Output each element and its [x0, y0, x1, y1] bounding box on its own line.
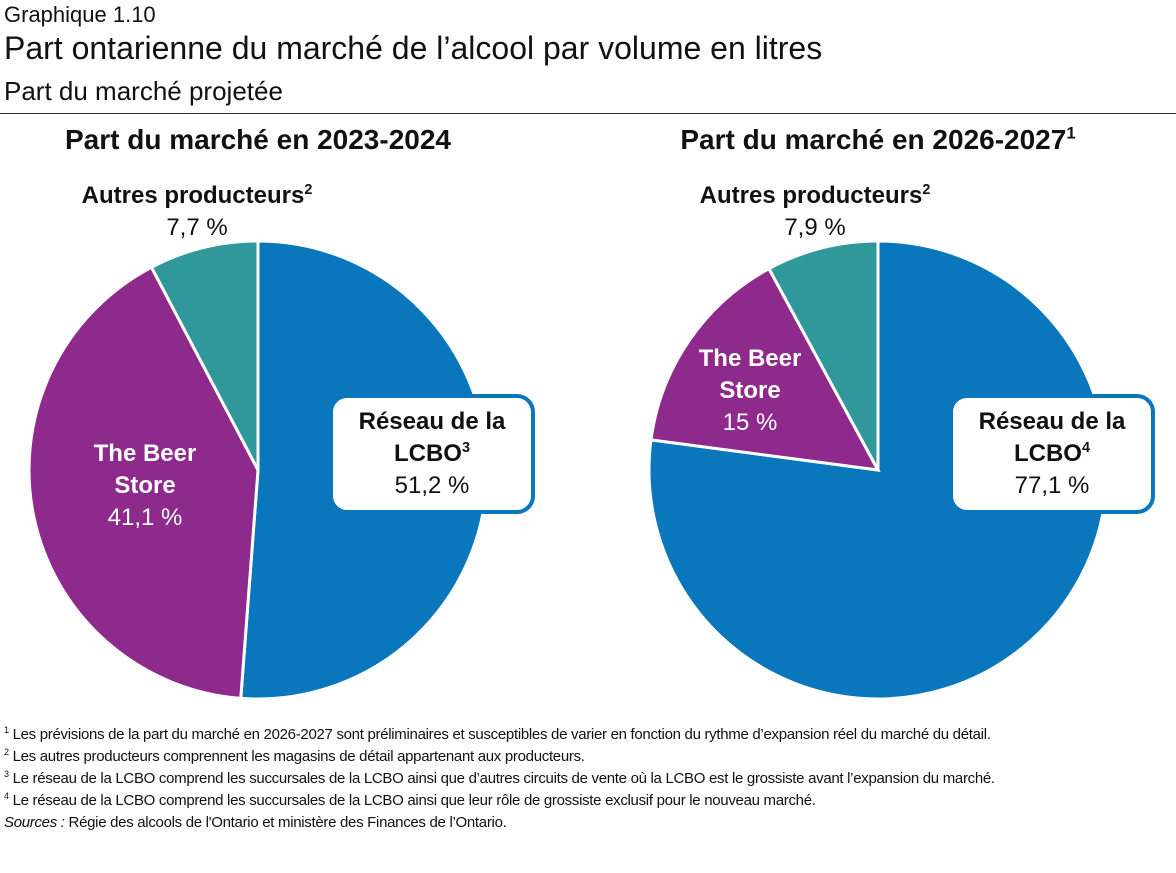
footnote-mark: 2: [922, 182, 931, 198]
category-name: Réseau de la LCBO: [358, 408, 506, 467]
category-label: Autres producteurs2: [37, 180, 357, 212]
pie-title-text: Part du marché en 2023-2024: [65, 124, 451, 155]
footnote: 2 Les autres producteurs comprennent les…: [4, 746, 1174, 768]
value-label: 7,9 %: [784, 214, 846, 241]
category-name: Autres producteurs: [699, 182, 923, 209]
footnote-mark: 3: [461, 440, 470, 456]
category-name: The Beer Store: [698, 345, 802, 404]
rule: [0, 113, 1176, 114]
pie-title-text: Part du marché en 2026-2027: [680, 124, 1067, 155]
slice-label: Réseau de la LCBO3 51,2 %: [329, 394, 535, 514]
category-label: The Beer Store: [80, 438, 210, 502]
slice-label: Réseau de la LCBO4 77,1 %: [949, 394, 1155, 514]
footnote-mark: 3: [4, 769, 9, 779]
pie-slice: [149, 239, 260, 471]
category-name: The Beer Store: [93, 440, 197, 499]
slice-label: Autres producteurs2 7,7 %: [37, 180, 357, 244]
value-label: 7,7 %: [166, 214, 228, 241]
footnote: 3 Le réseau de la LCBO comprend les succ…: [4, 768, 1174, 790]
value-label: 15 %: [722, 409, 778, 436]
category-label: Autres producteurs2: [655, 180, 975, 212]
footnote-text: Les prévisions de la part du marché en 2…: [12, 726, 991, 743]
pie-slice: [27, 265, 260, 700]
footnote: 4 Le réseau de la LCBO comprend les succ…: [4, 790, 1174, 812]
footnote-text: Le réseau de la LCBO comprend les succur…: [12, 770, 996, 787]
footnote-mark: 2: [304, 182, 313, 198]
pie-title: Part du marché en 2023-2024: [65, 124, 451, 156]
value-label: 77,1 %: [1014, 472, 1090, 499]
category-label: The Beer Store: [685, 343, 815, 407]
pie-title: Part du marché en 2026-20271: [680, 124, 1075, 156]
sources-text: Régie des alcools de l'Ontario et minist…: [68, 814, 507, 831]
value-label: 51,2 %: [394, 472, 470, 499]
category-name: Autres producteurs: [81, 182, 305, 209]
footnote-text: Le réseau de la LCBO comprend les succur…: [12, 792, 816, 809]
footnote-mark: 1: [4, 725, 9, 735]
subtitle: Part du marché projetée: [4, 76, 283, 106]
category-label: Réseau de la LCBO3: [347, 406, 517, 470]
title: Part ontarienne du marché de l’alcool pa…: [4, 30, 823, 66]
pie-slice: [766, 239, 880, 471]
sources: Sources : Régie des alcools de l'Ontario…: [4, 812, 1174, 834]
footnote-mark: 2: [4, 747, 9, 757]
footnote-mark: 4: [1081, 440, 1090, 456]
category-name: Réseau de la LCBO: [978, 408, 1126, 467]
value-label: 41,1 %: [107, 504, 183, 531]
footnote-text: Les autres producteurs comprennent les m…: [12, 748, 585, 765]
pie-slice: [649, 266, 881, 472]
category-label: Réseau de la LCBO4: [967, 406, 1137, 470]
slice-label: The Beer Store 41,1 %: [80, 438, 210, 534]
footnote: 1 Les prévisions de la part du marché en…: [4, 724, 1174, 746]
pies: [27, 239, 1109, 701]
footnote-mark: 1: [1066, 123, 1076, 143]
chart-label: Graphique 1.10: [4, 2, 156, 27]
footnote-mark: 4: [4, 791, 9, 801]
sources-label: Sources :: [4, 814, 65, 831]
slice-label: The Beer Store 15 %: [685, 343, 815, 439]
footnotes: 1 Les prévisions de la part du marché en…: [4, 724, 1174, 834]
slice-label: Autres producteurs2 7,9 %: [655, 180, 975, 244]
